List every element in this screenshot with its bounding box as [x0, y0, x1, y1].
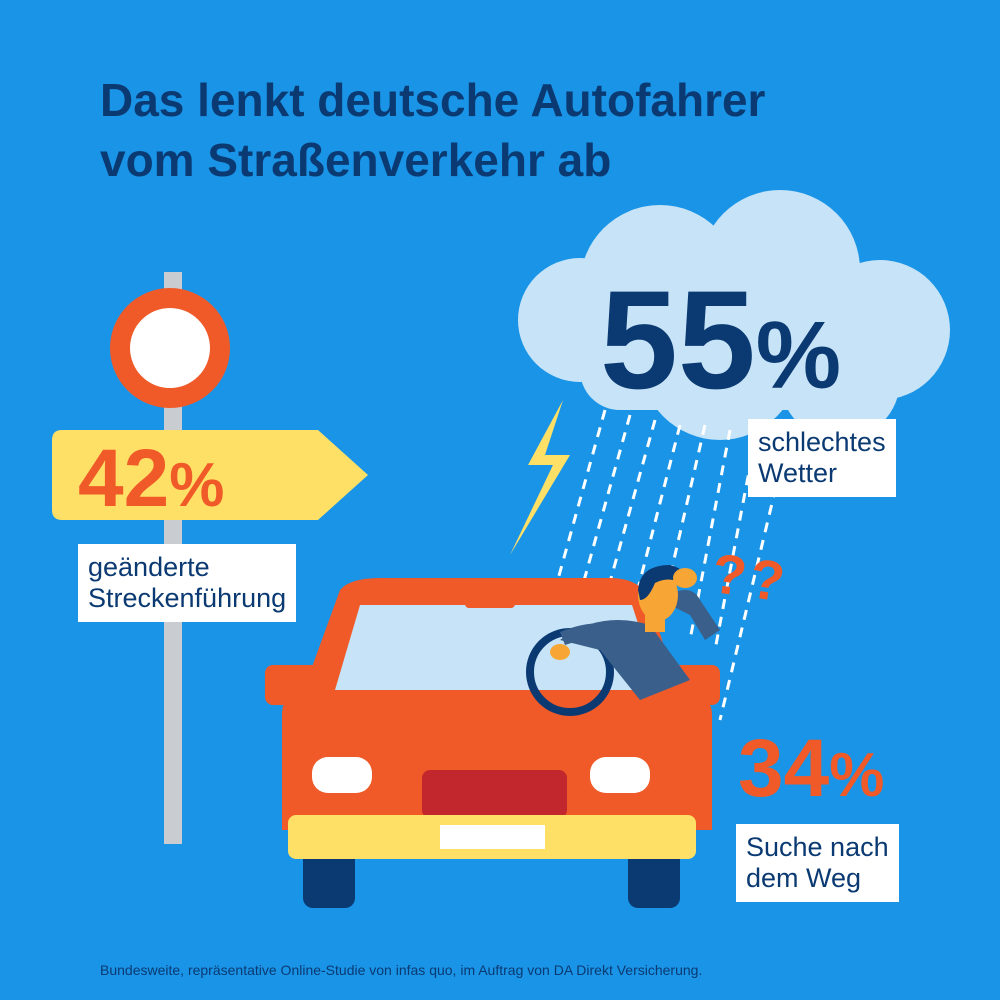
- left-headlight: [312, 757, 372, 793]
- stat-55-percent: 55%: [600, 270, 841, 410]
- question-marks: ??: [707, 540, 793, 615]
- car-illustration: [265, 578, 720, 908]
- stat-label-searching-way: Suche nach dem Weg: [736, 824, 899, 902]
- stat-unit: %: [755, 302, 842, 409]
- page-title: Das lenkt deutsche Autofahrer vom Straße…: [100, 70, 960, 190]
- stat-unit: %: [829, 741, 885, 810]
- driver-illustration: [526, 565, 720, 716]
- grille: [422, 770, 567, 818]
- stat-value: 42: [78, 433, 170, 524]
- license-plate: [440, 825, 545, 849]
- stat-value: 55: [600, 261, 756, 418]
- direction-arrow-sign: [52, 430, 368, 520]
- stat-label-route-change: geänderte Streckenführung: [78, 544, 297, 622]
- stat-42-percent: 42%: [78, 438, 224, 520]
- title-line-2: vom Straßenverkehr ab: [100, 134, 612, 186]
- right-headlight: [590, 757, 650, 793]
- title-line-1: Das lenkt deutsche Autofahrer: [100, 74, 766, 126]
- cloud-icon: [518, 190, 950, 440]
- stat-value: 34: [738, 723, 830, 814]
- lightning-icon: [510, 400, 570, 555]
- stat-34-percent: 34%: [738, 728, 884, 810]
- stat-unit: %: [169, 451, 225, 520]
- stat-label-bad-weather: schlechtes Wetter: [748, 419, 896, 497]
- source-footnote: Bundesweite, repräsentative Online-Studi…: [100, 962, 703, 978]
